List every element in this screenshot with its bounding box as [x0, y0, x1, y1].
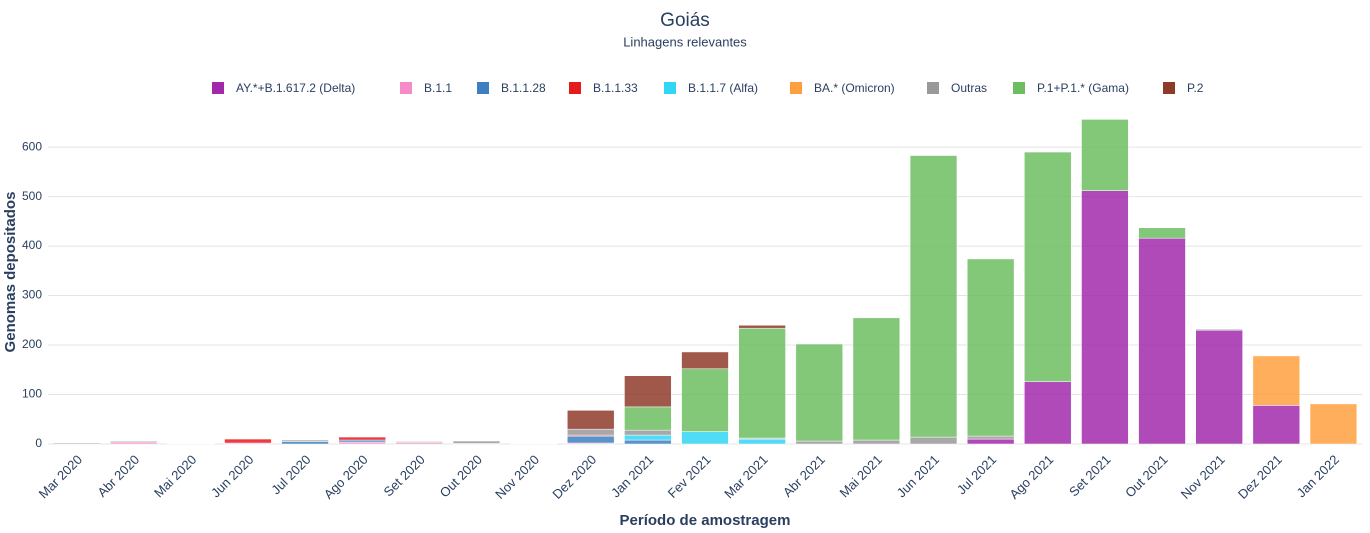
- x-tick-label: Set 2020: [380, 452, 427, 499]
- bar-segment: [738, 324, 786, 329]
- bar-segment: [738, 327, 786, 439]
- legend-label: B.1.1.28: [501, 81, 546, 95]
- x-tick-label: Abr 2021: [780, 452, 828, 500]
- bar-segment: [1081, 190, 1129, 445]
- bar-segment: [1252, 355, 1300, 406]
- chart-subtitle: Linhagens relevantes: [623, 34, 747, 49]
- legend-swatch: [1013, 82, 1025, 94]
- bar-segment: [681, 351, 729, 370]
- bar-segment: [966, 435, 1015, 440]
- bar-segment: [1024, 151, 1072, 382]
- x-tick-label: Jan 2021: [608, 452, 656, 500]
- bar-segment: [281, 441, 329, 445]
- bar-segment: [1138, 227, 1186, 239]
- x-tick-label: Ago 2021: [1006, 452, 1056, 502]
- bar-segment: [110, 440, 158, 443]
- bar-segment: [567, 435, 615, 444]
- x-tick-label: Dez 2021: [1235, 452, 1285, 502]
- bar-segment: [681, 368, 729, 432]
- bar-segment: [1138, 237, 1186, 445]
- legend-swatch: [1163, 82, 1175, 94]
- bar-segment: [52, 442, 101, 445]
- legend-label: BA.* (Omicron): [814, 81, 895, 95]
- y-tick-label: 400: [22, 238, 42, 252]
- bar-segment: [338, 436, 386, 441]
- bar-segment: [338, 441, 386, 445]
- legend-swatch: [400, 82, 412, 94]
- bar-segment: [795, 440, 843, 445]
- legend-label: P.2: [1187, 81, 1204, 95]
- legend-label: B.1.1.7 (Alfa): [688, 81, 758, 95]
- x-tick-label: Jul 2020: [268, 452, 313, 497]
- bar-segment: [452, 440, 501, 444]
- x-tick-label: Mai 2021: [837, 452, 885, 500]
- x-tick-label: Jun 2021: [894, 452, 942, 500]
- y-tick-label: 300: [22, 288, 42, 302]
- bar-segment: [1309, 403, 1358, 445]
- bar-segment: [624, 406, 672, 431]
- x-tick-label: Jul 2021: [954, 452, 999, 497]
- legend-swatch: [790, 82, 802, 94]
- x-tick-label: Nov 2021: [1178, 452, 1228, 502]
- bar-segment: [1081, 119, 1129, 191]
- bar-segment: [395, 441, 444, 443]
- x-tick-label: Mai 2020: [151, 452, 199, 500]
- legend-label: B.1.1: [424, 81, 452, 95]
- x-tick-label: Mar 2021: [721, 452, 770, 501]
- bar-segment: [567, 410, 615, 430]
- bar-segment: [624, 429, 672, 436]
- bar-segment: [795, 343, 843, 442]
- x-axis-title: Período de amostragem: [620, 512, 791, 529]
- y-axis-title: Genomas depositados: [2, 192, 19, 353]
- x-tick-label: Jun 2020: [208, 452, 256, 500]
- y-tick-label: 600: [22, 139, 42, 153]
- bar-segment: [909, 155, 958, 438]
- legend-label: P.1+P.1.* (Gama): [1037, 81, 1129, 95]
- bar-segment: [852, 439, 901, 445]
- x-tick-label: Set 2021: [1066, 452, 1113, 499]
- bar-segment: [1195, 329, 1243, 445]
- bar-segment: [624, 434, 672, 441]
- bar-segment: [1252, 405, 1300, 445]
- x-tick-label: Mar 2020: [36, 452, 85, 501]
- bar-segment: [738, 438, 786, 445]
- bar-segment: [852, 317, 901, 441]
- x-tick-label: Dez 2020: [549, 452, 599, 502]
- legend-swatch: [927, 82, 939, 94]
- x-tick-label: Ago 2020: [321, 452, 371, 502]
- bar-segment: [681, 431, 729, 445]
- x-tick-label: Out 2021: [1122, 452, 1170, 500]
- bar-segment: [909, 436, 958, 445]
- y-tick-label: 200: [22, 337, 42, 351]
- legend-label: Outras: [951, 81, 987, 95]
- bar-segment: [966, 258, 1015, 437]
- x-tick-label: Nov 2020: [492, 452, 542, 502]
- bar-segment: [624, 439, 672, 445]
- chart-title: Goiás: [660, 10, 710, 31]
- bar-segment: [1195, 328, 1243, 331]
- legend-swatch: [477, 82, 489, 94]
- x-tick-label: Fev 2021: [665, 452, 714, 501]
- x-tick-label: Out 2020: [437, 452, 485, 500]
- y-tick-label: 500: [22, 189, 42, 203]
- bar-segment: [224, 438, 272, 444]
- x-tick-label: Jan 2022: [1294, 452, 1342, 500]
- y-tick-label: 0: [35, 436, 42, 450]
- bar-segment: [110, 441, 158, 445]
- bar-segment: [281, 439, 329, 442]
- legend-label: B.1.1.33: [593, 81, 638, 95]
- bar-segment: [1024, 381, 1072, 445]
- bar-segment: [624, 375, 672, 408]
- legend-swatch: [664, 82, 676, 94]
- x-tick-label: Abr 2020: [94, 452, 142, 500]
- y-tick-label: 100: [22, 387, 42, 401]
- bar-segment: [567, 428, 615, 436]
- legend-label: AY.*+B.1.617.2 (Delta): [236, 81, 355, 95]
- legend-swatch: [569, 82, 581, 94]
- legend-swatch: [212, 82, 224, 94]
- bar-segment: [338, 439, 386, 443]
- bar-segment: [966, 438, 1015, 445]
